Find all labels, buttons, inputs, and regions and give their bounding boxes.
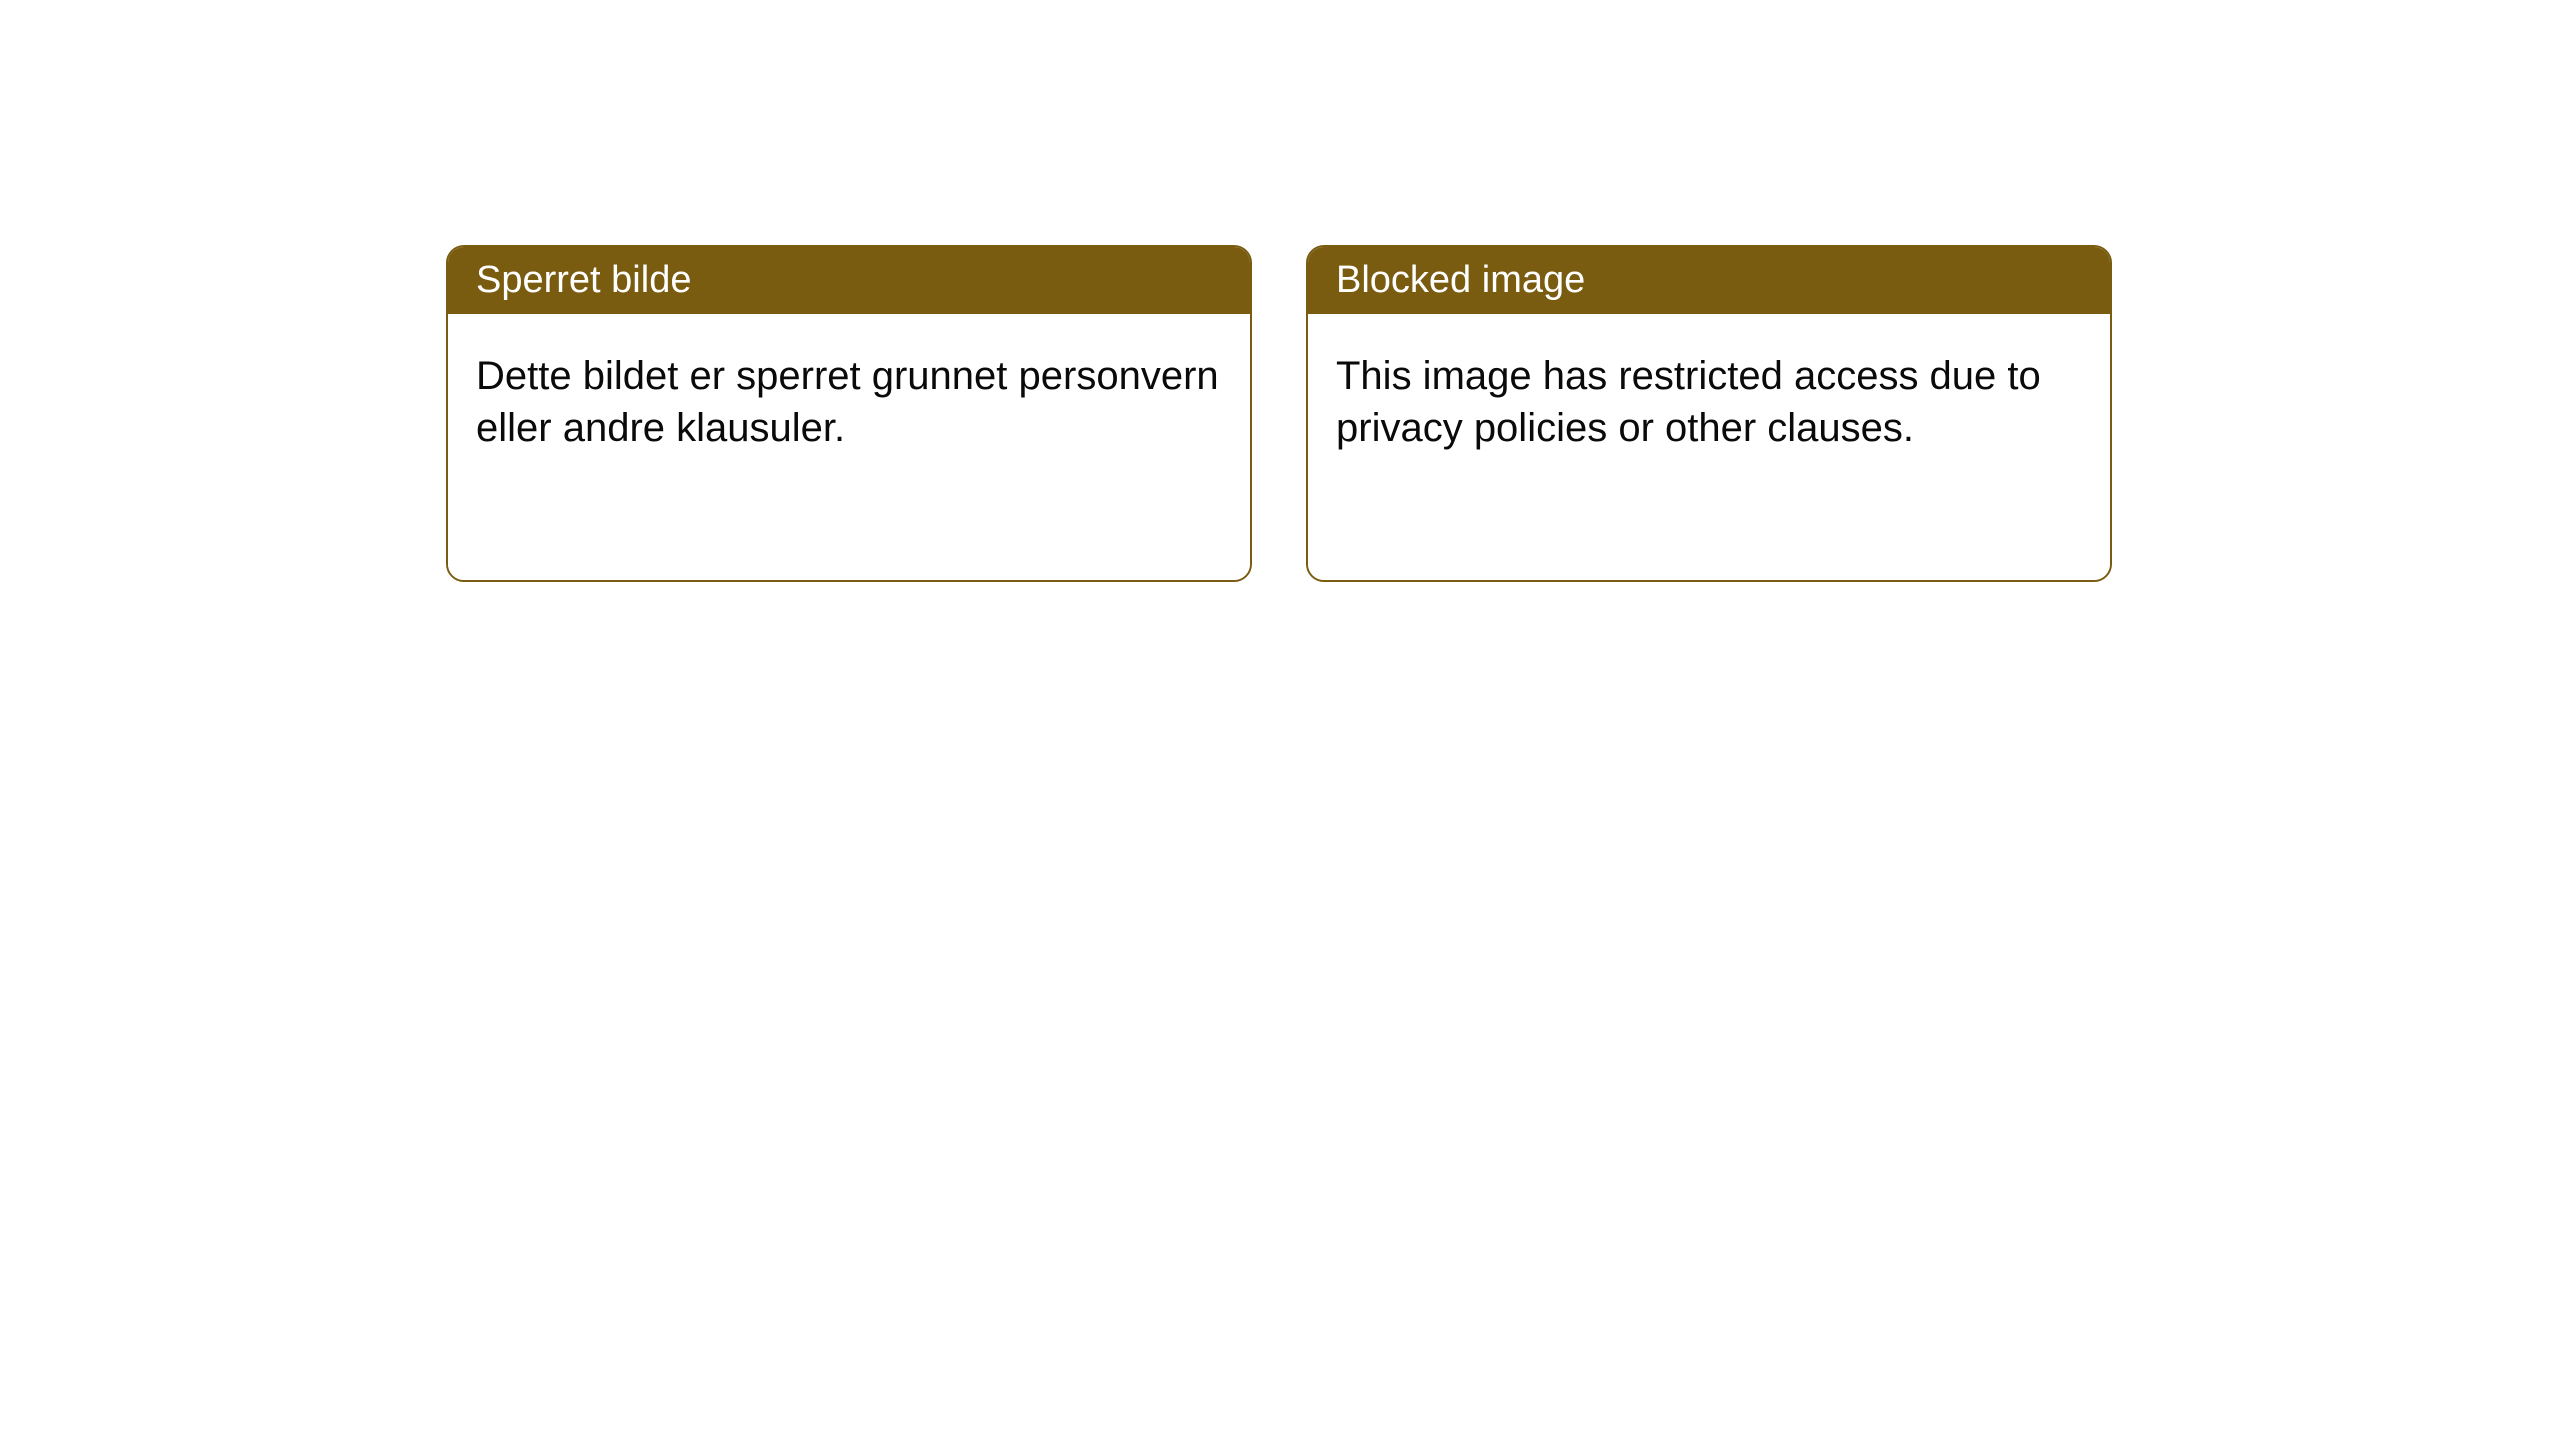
notice-container: Sperret bilde Dette bildet er sperret gr… — [446, 245, 2112, 582]
notice-title-norwegian: Sperret bilde — [448, 247, 1250, 314]
notice-box-norwegian: Sperret bilde Dette bildet er sperret gr… — [446, 245, 1252, 582]
notice-body-english: This image has restricted access due to … — [1308, 314, 2110, 580]
notice-title-english: Blocked image — [1308, 247, 2110, 314]
notice-box-english: Blocked image This image has restricted … — [1306, 245, 2112, 582]
notice-body-norwegian: Dette bildet er sperret grunnet personve… — [448, 314, 1250, 580]
